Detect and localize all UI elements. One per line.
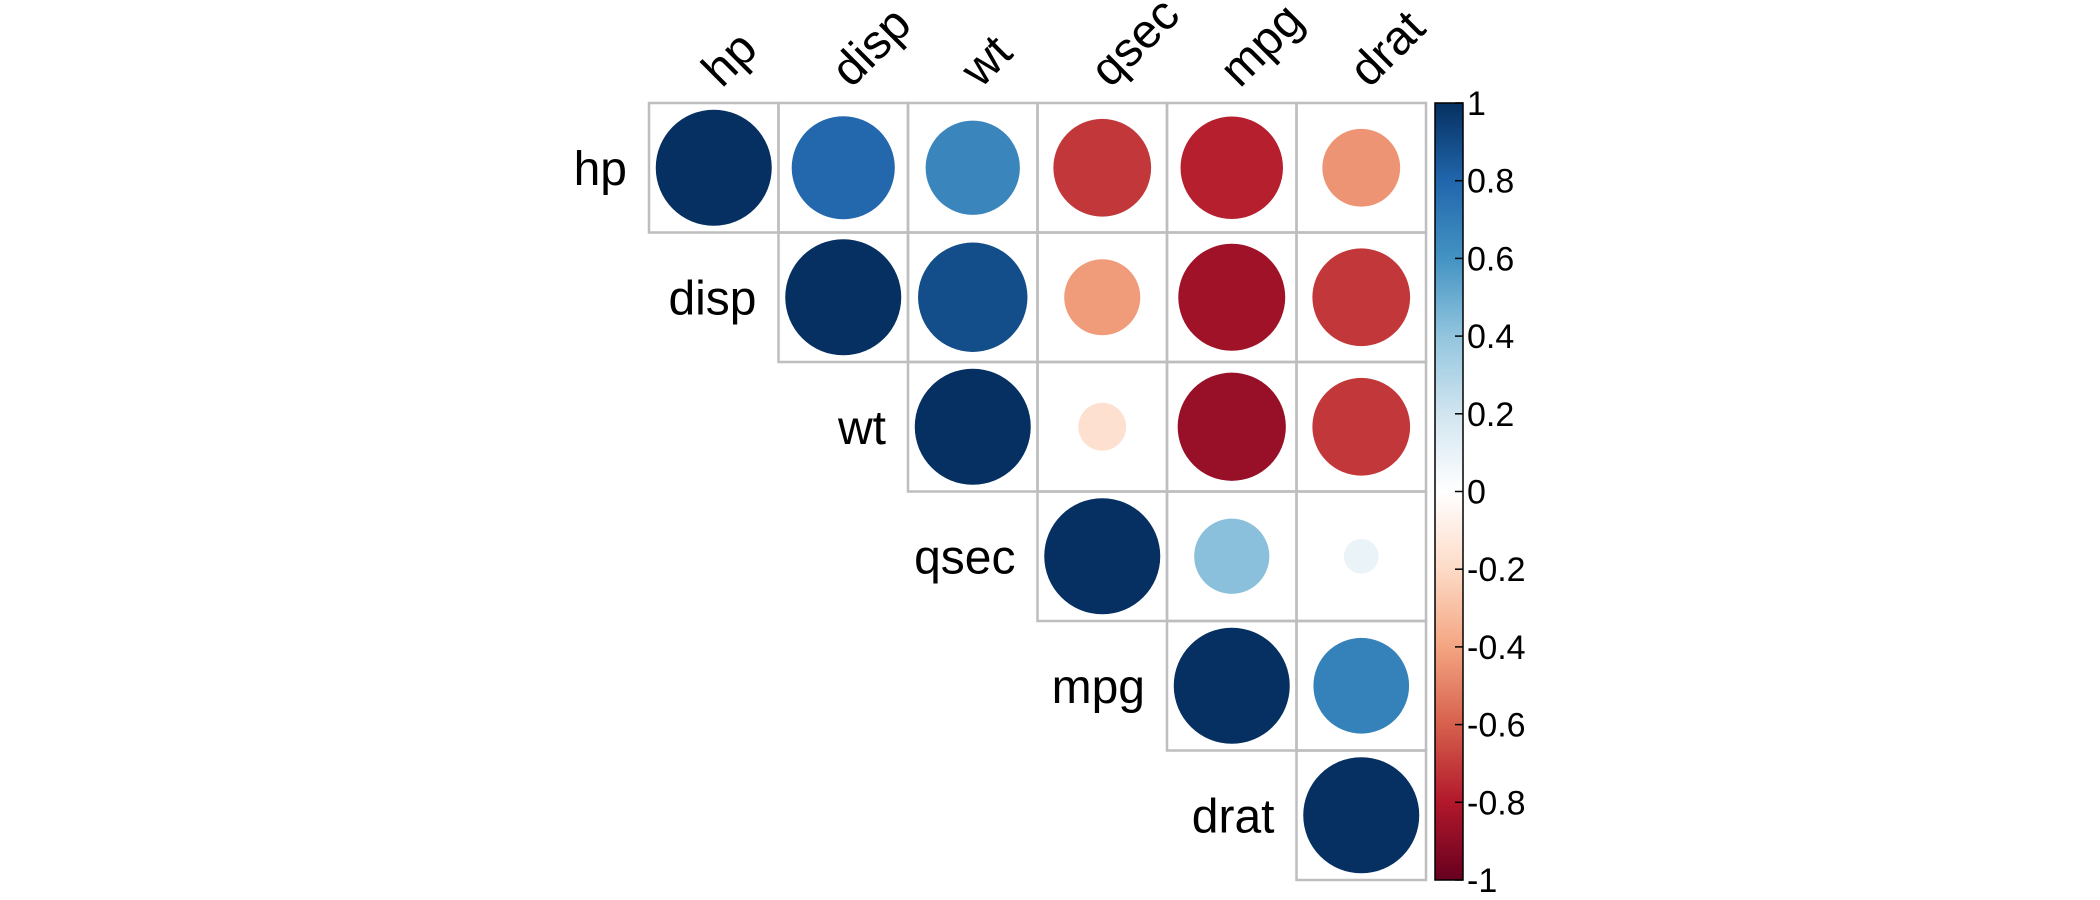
- colorbar-tick-label: 0.4: [1467, 318, 1514, 356]
- correlation-grid: [647, 101, 1428, 882]
- grid-cell-drat-drat: [1295, 749, 1428, 882]
- corr-circle-qsec-mpg: [1194, 518, 1270, 594]
- corr-circle-disp-qsec: [1064, 259, 1141, 336]
- corr-circle-wt-wt: [914, 368, 1031, 485]
- row-label-drat: drat: [1192, 790, 1275, 843]
- corr-circle-wt-qsec: [1078, 402, 1127, 451]
- corr-circle-disp-disp: [785, 239, 902, 356]
- row-labels: hp disp wt qsec mpg drat: [574, 143, 1275, 844]
- corr-circle-disp-wt: [918, 242, 1028, 352]
- color-legend: 1 0.8 0.6 0.4 0.2 0 -0.2 -0.4 -0.6 -0.8 -1: [1434, 85, 1526, 900]
- corr-circle-mpg-drat: [1313, 637, 1410, 734]
- colorbar-tick-label: -0.2: [1467, 551, 1526, 589]
- colorbar-tick-label: 0.8: [1467, 163, 1514, 201]
- col-label-drat: drat: [1340, 1, 1436, 97]
- row-label-hp: hp: [574, 143, 627, 196]
- corr-circle-hp-wt: [925, 120, 1020, 215]
- colorbar-tick-label: -0.4: [1467, 629, 1526, 667]
- colorbar-tick-label: 1: [1467, 85, 1486, 123]
- corr-circle-wt-drat: [1312, 377, 1411, 476]
- corr-circle-hp-qsec: [1053, 118, 1152, 217]
- corr-circle-disp-drat: [1312, 248, 1411, 347]
- column-labels: hp disp wt qsec mpg drat: [692, 0, 1435, 97]
- colorbar-tick-label: -0.8: [1467, 784, 1526, 822]
- colorbar-tick-label: -1: [1467, 862, 1497, 900]
- corr-circle-disp-mpg: [1178, 243, 1286, 351]
- corr-circle-drat-drat: [1303, 757, 1420, 874]
- row-label-wt: wt: [837, 402, 886, 455]
- corr-circle-hp-hp: [655, 109, 772, 226]
- corr-circle-mpg-mpg: [1173, 627, 1290, 744]
- colorbar-tick-label: 0.2: [1467, 396, 1514, 434]
- col-label-hp: hp: [692, 22, 767, 97]
- colorbar-tick-label: 0: [1467, 474, 1486, 512]
- row-label-disp: disp: [668, 272, 756, 325]
- corr-circle-hp-disp: [791, 116, 895, 220]
- corr-circle-qsec-qsec: [1044, 498, 1161, 615]
- corr-circle-hp-drat: [1322, 128, 1401, 207]
- colorbar-tick-label: 0.6: [1467, 240, 1514, 278]
- corr-circle-hp-mpg: [1180, 116, 1283, 219]
- col-label-qsec: qsec: [1081, 0, 1190, 97]
- row-label-mpg: mpg: [1052, 661, 1145, 714]
- col-label-disp: disp: [822, 0, 922, 97]
- corr-circle-qsec-drat: [1343, 538, 1379, 574]
- colorbar-tick-label: -0.6: [1467, 707, 1526, 745]
- row-label-qsec: qsec: [914, 531, 1015, 584]
- col-label-wt: wt: [950, 25, 1022, 97]
- corr-circle-wt-mpg: [1177, 372, 1286, 481]
- correlation-circles: [655, 109, 1420, 874]
- col-label-mpg: mpg: [1210, 0, 1314, 97]
